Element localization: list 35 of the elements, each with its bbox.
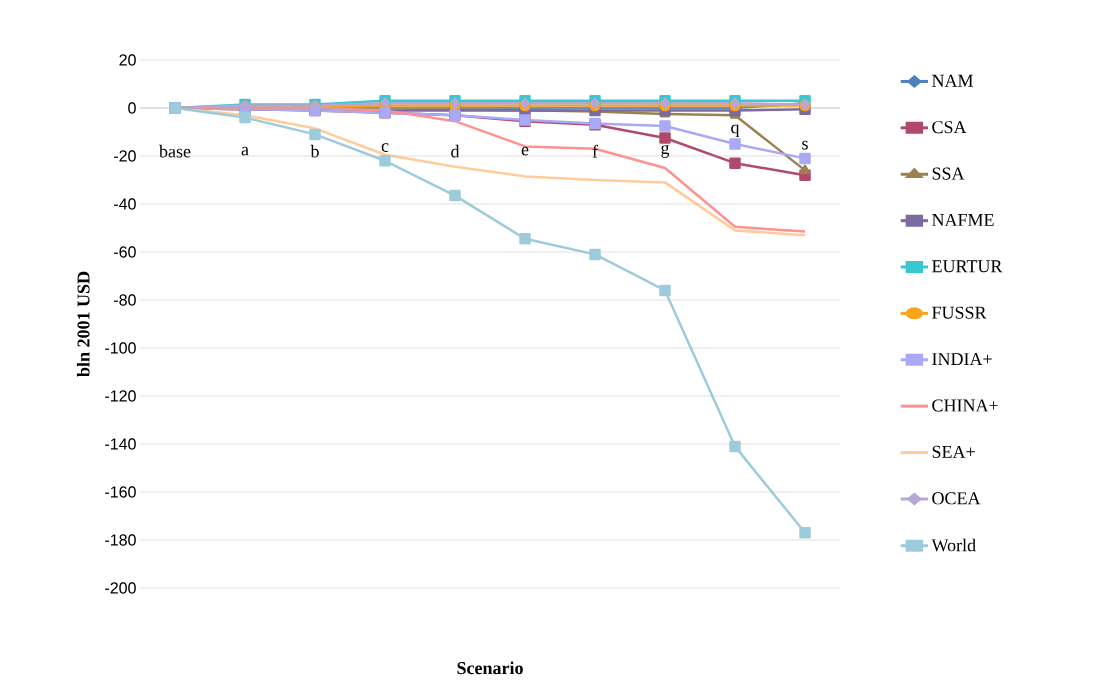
legend-label: World (931, 538, 976, 552)
x-tick-label: d (451, 144, 460, 158)
legend-label: SSA (932, 167, 965, 180)
x-axis-title: Scenario (457, 661, 523, 675)
legend-label: NAFME (932, 213, 994, 226)
x-tick-label: s (802, 140, 808, 150)
y-tick-label: -40 (114, 198, 136, 210)
legend-label: SEA+ (932, 445, 975, 458)
x-tick-label: g (661, 144, 670, 158)
y-tick-label: -100 (105, 342, 136, 354)
x-tick-label: a (241, 146, 249, 156)
y-tick-label: -140 (105, 438, 136, 450)
x-tick-label: base (159, 144, 191, 158)
x-tick-label: q (731, 124, 740, 138)
y-tick-label: -160 (105, 486, 136, 498)
y-tick-label: 20 (119, 54, 136, 66)
x-tick-label: e (521, 146, 529, 156)
y-tick-label: 0 (128, 102, 136, 114)
x-tick-label: c (381, 143, 389, 152)
y-axis-title: bln 2001 USD (76, 271, 90, 377)
legend-label: OCEA (932, 492, 981, 505)
legend-label: NAM (932, 74, 973, 87)
y-tick-label: -180 (105, 534, 136, 546)
y-tick-label: -120 (105, 390, 136, 402)
y-tick-label: -200 (105, 582, 136, 594)
x-tick-label: f (592, 144, 598, 158)
legend-label: FUSSR (932, 306, 987, 319)
y-tick-label: -60 (114, 246, 136, 258)
legend-label: CSA (932, 121, 967, 134)
x-tick-label: b (310, 144, 319, 158)
legend-label: EURTUR (932, 260, 1003, 273)
y-tick-label: -20 (114, 150, 136, 162)
legend-label: CHINA+ (932, 399, 998, 412)
y-tick-label: -80 (114, 294, 136, 306)
legend-label: INDIA+ (932, 353, 992, 365)
